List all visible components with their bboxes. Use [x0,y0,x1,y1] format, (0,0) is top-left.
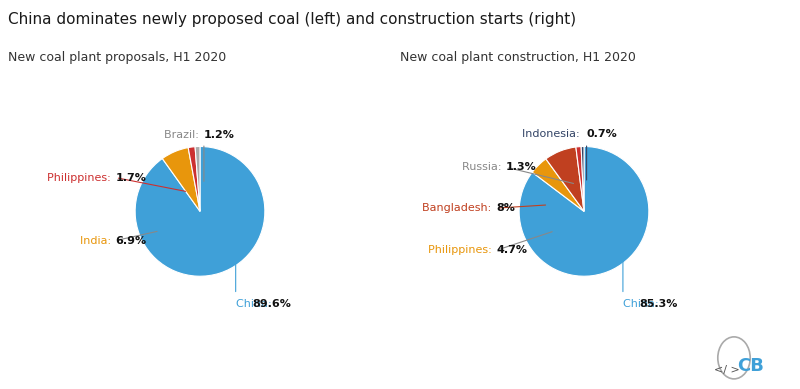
Text: 4.7%: 4.7% [497,245,527,255]
Text: New coal plant construction, H1 2020: New coal plant construction, H1 2020 [400,51,636,63]
Wedge shape [581,147,584,211]
Wedge shape [546,147,584,211]
Wedge shape [135,147,265,276]
Wedge shape [188,147,200,211]
Text: China dominates newly proposed coal (left) and construction starts (right): China dominates newly proposed coal (lef… [8,12,576,27]
Text: 0.7%: 0.7% [586,129,618,139]
Text: 1.7%: 1.7% [116,173,146,182]
Text: Philippines:: Philippines: [47,173,114,182]
Text: 85.3%: 85.3% [640,299,678,309]
Wedge shape [195,147,200,211]
Text: 6.9%: 6.9% [116,236,147,245]
Text: Bangladesh:: Bangladesh: [422,203,495,213]
Text: Russia:: Russia: [462,162,505,172]
Wedge shape [162,147,200,211]
Text: </ >: </ > [714,365,740,375]
Text: Brazil:: Brazil: [164,130,202,140]
Wedge shape [576,147,584,211]
Text: 89.6%: 89.6% [253,299,291,309]
Text: 1.2%: 1.2% [204,130,234,140]
Text: 1.3%: 1.3% [506,162,537,172]
Wedge shape [519,147,649,276]
Wedge shape [532,159,584,211]
Text: China:: China: [623,299,662,309]
Text: 8%: 8% [497,203,515,213]
Text: China:: China: [236,299,275,309]
Text: Philippines:: Philippines: [428,245,495,255]
Text: Indonesia:: Indonesia: [522,129,582,139]
Text: India:: India: [80,236,114,245]
Text: New coal plant proposals, H1 2020: New coal plant proposals, H1 2020 [8,51,226,63]
Text: CB: CB [737,357,764,375]
